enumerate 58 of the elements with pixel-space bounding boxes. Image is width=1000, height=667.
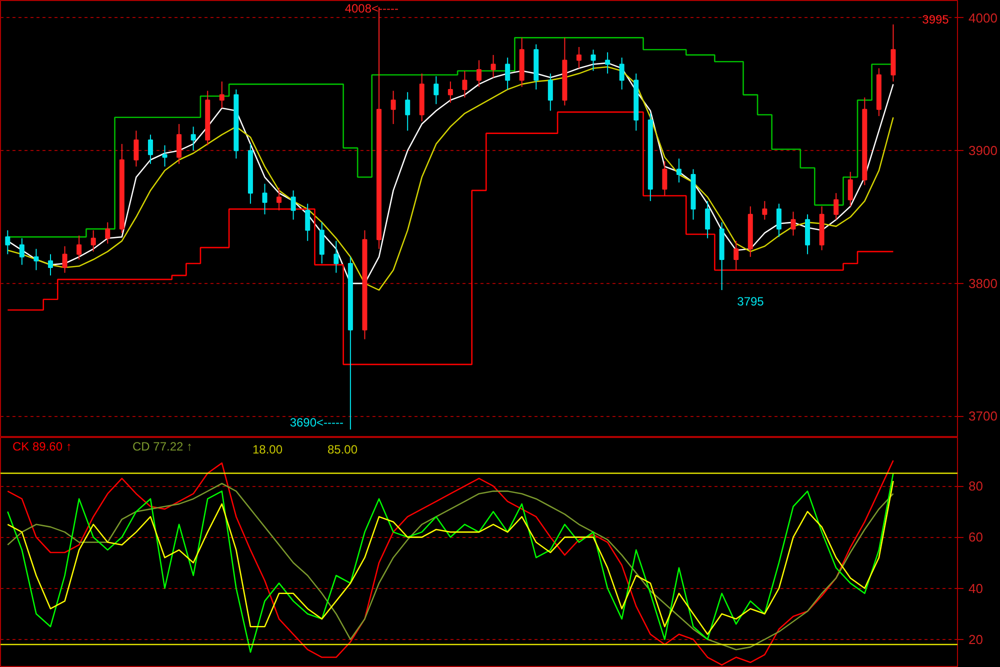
candlestick [334,240,339,274]
candlestick [148,134,153,164]
candlestick [319,222,324,264]
candlestick [705,200,710,239]
annotation: 4008<----- [344,2,399,16]
candlestick [290,190,296,220]
candlestick [190,126,196,152]
text: CD 77.22 ↑ [132,440,193,454]
annotation: 3690<----- [290,416,344,430]
candlestick [734,240,739,271]
candlestick [219,81,224,109]
text: 3995 [922,12,950,26]
candlestick [662,160,668,196]
candlestick [19,238,24,266]
candlestick [576,46,582,69]
y-tick-label: 60 [968,530,983,545]
annotation: 3795 [737,294,764,308]
y-tick-label: 40 [968,580,983,596]
candlestick [90,230,96,252]
candlestick [48,254,53,276]
candlestick [476,60,482,88]
candlestick [5,230,10,255]
candlestick [448,81,453,104]
candlestick [134,130,139,168]
y-tick-label: 3900 [968,143,998,158]
candlestick [305,203,310,242]
candlestick [62,246,68,274]
y-tick-label: 80 [968,478,983,494]
text: CK 89.60 ↑ [12,440,72,454]
candlestick [390,90,396,125]
candlestick [590,49,596,72]
candlestick [490,54,496,78]
candlestick [34,248,39,271]
candlestick [605,52,610,74]
candlestick [548,73,553,112]
y-tick-label: 20 [968,632,983,647]
candlestick [505,57,510,90]
ref-line-label: 18.00 [252,442,283,456]
candlestick [276,187,282,211]
candlestick [162,144,168,168]
candlestick [105,222,110,244]
candlestick [619,57,624,90]
candlestick [834,192,839,220]
candlestick [676,158,682,183]
candlestick [776,203,782,238]
candlestick [848,171,853,207]
ref-line-label: 85.00 [328,442,358,456]
candlestick [462,70,468,98]
candlestick [405,92,410,132]
y-tick-label: 3700 [968,408,998,424]
y-tick-label: 4000 [968,10,998,26]
candlestick [76,235,82,260]
candlestick [762,200,768,220]
candlestick [790,211,796,236]
y-tick-label: 3800 [968,276,998,291]
candlestick [176,124,182,164]
candlestick [434,76,439,105]
candlestick [262,183,268,215]
